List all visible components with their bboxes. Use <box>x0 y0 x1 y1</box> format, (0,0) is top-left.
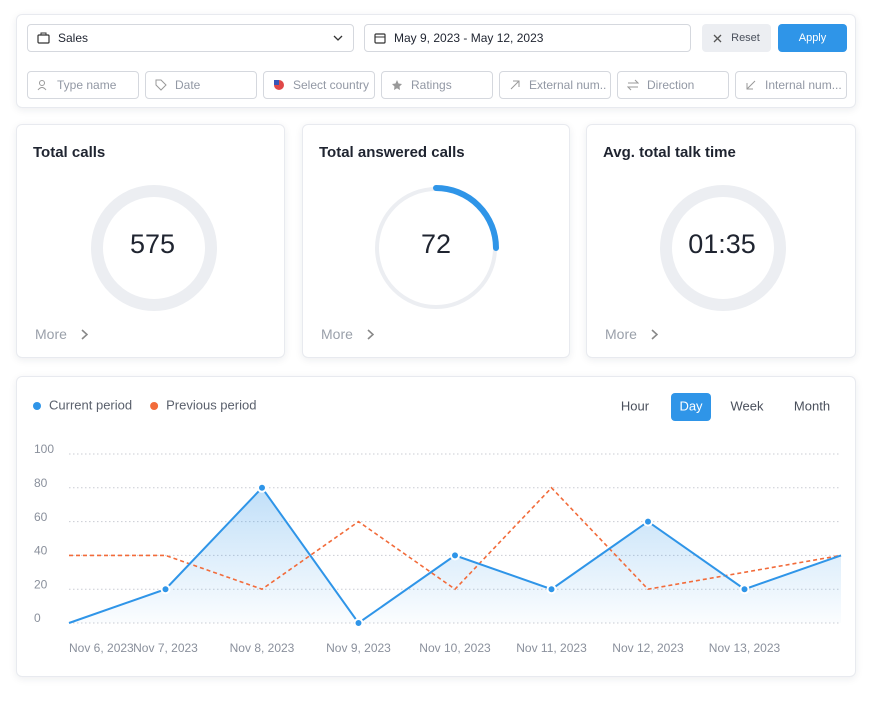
placeholder: Direction <box>647 78 695 92</box>
filter-field[interactable]: Direction <box>617 71 729 99</box>
legend-dot <box>150 402 159 410</box>
card-value: 01:35 <box>688 229 756 259</box>
more-link[interactable]: More <box>35 326 88 342</box>
period-label[interactable]: Day <box>679 398 703 413</box>
chart-panel: 0 20 40 60 80 100 Nov 6, 2023 Nov 7, 2023 Nov 8,… <box>16 376 856 677</box>
period-label[interactable]: Month <box>794 398 830 413</box>
icon <box>274 80 284 90</box>
period-button[interactable] <box>671 393 711 421</box>
icon <box>510 80 520 90</box>
filter-field[interactable]: External num.. <box>499 71 611 99</box>
x-tick-label: Nov 6, 2023 <box>69 641 134 655</box>
stat-card: Total answered calls 72 More <box>302 124 570 358</box>
data-point <box>643 516 653 527</box>
reset-label: Reset <box>731 32 760 44</box>
data-point <box>257 482 267 493</box>
apply-label: Apply <box>798 32 827 44</box>
period-label[interactable]: Week <box>731 398 764 413</box>
x-tick-label: Nov 10, 2023 <box>419 641 491 655</box>
reset-button[interactable]: Reset <box>702 24 771 52</box>
icon <box>627 79 639 91</box>
filter-field[interactable]: Select country <box>263 71 375 99</box>
chevron <box>651 328 658 340</box>
icon <box>37 32 50 44</box>
data-point <box>450 550 460 561</box>
icon <box>713 34 722 42</box>
data-point <box>546 584 557 595</box>
data-point <box>160 584 171 595</box>
y-tick-label: 60 <box>34 510 48 524</box>
card-value: 575 <box>129 229 176 259</box>
ring <box>375 185 499 309</box>
filter-field[interactable]: Ratings <box>381 71 493 99</box>
x-tick-label: Nov 12, 2023 <box>612 641 684 655</box>
legend-label: Previous period <box>166 397 256 412</box>
series-line <box>69 486 842 591</box>
date-value: May 9, 2023 - May 12, 2023 <box>394 31 544 45</box>
icon <box>155 79 167 91</box>
ring <box>660 185 786 311</box>
y-tick-label: 0 <box>34 611 41 625</box>
card-title: Total answered calls <box>319 144 465 161</box>
filter-field[interactable]: Date <box>145 71 257 99</box>
placeholder: Type name <box>57 78 117 92</box>
team-select[interactable]: Sales <box>27 24 354 52</box>
x-tick-label: Nov 11, 2023 <box>516 641 587 655</box>
x-tick-label: Nov 9, 2023 <box>326 641 391 655</box>
more-link[interactable]: More <box>605 326 658 342</box>
data-point <box>353 618 364 628</box>
chevron <box>367 328 374 340</box>
placeholder: Date <box>175 78 201 92</box>
stat-card: Total calls 575 More <box>16 124 285 358</box>
filter-field[interactable]: Internal num... <box>735 71 847 99</box>
period-label[interactable]: Hour <box>621 398 650 413</box>
chart: 0 20 40 60 80 100 Nov 6, 2023 Nov 7, 2023 Nov 8,… <box>33 393 842 655</box>
y-tick-label: 20 <box>34 577 48 591</box>
y-tick-label: 40 <box>34 544 48 558</box>
chevron <box>81 328 88 340</box>
team-value: Sales <box>58 31 89 45</box>
stat-card: Avg. total talk time 01:35 More <box>586 124 856 358</box>
card-title: Avg. total talk time <box>603 144 736 161</box>
y-tick-label: 100 <box>34 442 54 456</box>
legend-dot <box>33 402 41 410</box>
card-value: 72 <box>420 229 452 259</box>
more-link[interactable]: More <box>321 326 374 342</box>
icon <box>37 80 47 91</box>
y-tick-label: 80 <box>34 476 48 490</box>
more-label: More <box>605 326 637 342</box>
icon <box>392 80 402 90</box>
icon <box>374 33 386 44</box>
placeholder: Internal num... <box>765 78 842 92</box>
chevron <box>333 35 343 41</box>
more-label: More <box>321 326 353 342</box>
x-tick-label: Nov 13, 2023 <box>709 641 781 655</box>
apply-button[interactable]: Apply <box>778 24 847 52</box>
placeholder: Ratings <box>411 78 452 92</box>
x-tick-label: Nov 8, 2023 <box>230 641 295 655</box>
data-point <box>739 584 750 595</box>
ring <box>91 185 217 311</box>
icon <box>746 80 756 90</box>
placeholder: Select country <box>293 78 370 92</box>
card-title: Total calls <box>33 144 106 161</box>
x-tick-label: Nov 7, 2023 <box>133 641 198 655</box>
placeholder: External num.. <box>529 78 607 92</box>
more-label: More <box>35 326 67 342</box>
legend-label: Current period <box>49 397 132 412</box>
date-picker[interactable]: May 9, 2023 - May 12, 2023 <box>364 24 691 52</box>
filter-field[interactable]: Type name <box>27 71 139 99</box>
filter-panel: Sales May 9, 2023 - May 12, 2023 Reset A… <box>16 14 856 108</box>
